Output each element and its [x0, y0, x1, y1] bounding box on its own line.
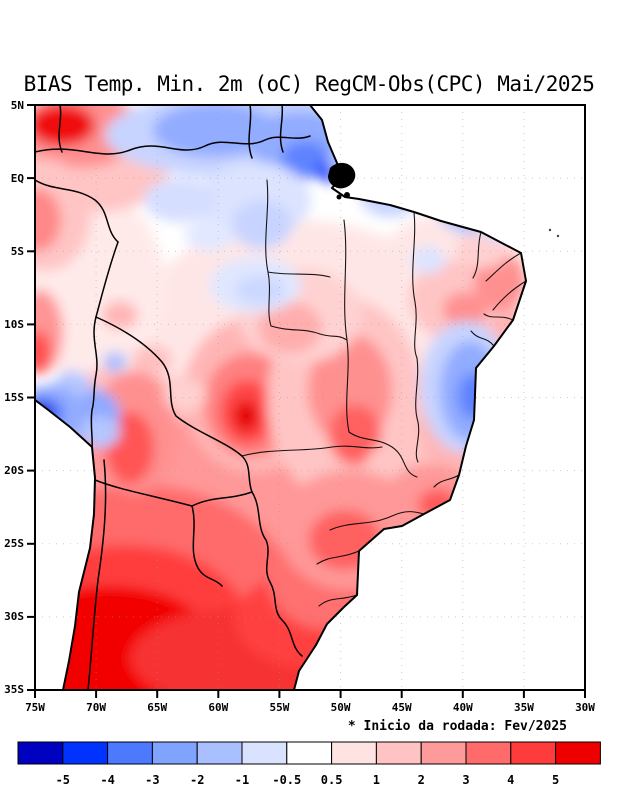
political-borders [36, 106, 311, 689]
run-start-annotation: * Inicio da rodada: Fev/2025 [348, 719, 567, 734]
y-axis-tick-label: 25S [4, 537, 24, 550]
colorbar-tick-label: -4 [100, 773, 114, 787]
colorbar-tick-label: 4 [507, 773, 514, 787]
x-axis-tick-label: 55W [269, 701, 289, 714]
axis-ticks [27, 104, 586, 698]
map-figure: 5N EQ 5S 10S 15S 20S 25S 30S 35S 75W 70W… [4, 100, 601, 787]
x-axis-tick-label: 50W [331, 701, 351, 714]
coastline [36, 106, 527, 689]
colorbar-segment [151, 741, 198, 765]
x-axis-labels: 75W 70W 65W 60W 55W 50W 45W 40W 35W 30W [25, 701, 595, 714]
colorbar-tick-label: -0.5 [272, 773, 301, 787]
colorbar: -5 -4 -3 -2 -1 -0.5 0.5 1 2 3 4 5 [17, 741, 601, 787]
colorbar-tick-label: -1 [235, 773, 249, 787]
colorbar-segment [420, 741, 467, 765]
colorbar-tick-label: 0.5 [321, 773, 343, 787]
colorbar-tick-label: 2 [418, 773, 425, 787]
colorbar-segment [375, 741, 422, 765]
colorbar-segment [510, 741, 557, 765]
y-axis-tick-label: EQ [11, 172, 25, 185]
colorbar-labels: -5 -4 -3 -2 -1 -0.5 0.5 1 2 3 4 5 [56, 773, 560, 787]
colorbar-segment [331, 741, 377, 765]
colorbar-tick-label: -3 [145, 773, 159, 787]
colorbar-segment [196, 741, 243, 765]
state-borders [241, 179, 527, 607]
chart-title: BIAS Temp. Min. 2m (oC) RegCM-Obs(CPC) M… [23, 72, 595, 96]
x-axis-tick-label: 45W [392, 701, 412, 714]
colorbar-segment [62, 741, 109, 765]
x-axis-tick-label: 35W [514, 701, 534, 714]
y-axis-tick-label: 10S [4, 318, 24, 331]
colorbar-tick-label: 3 [462, 773, 469, 787]
colorbar-segment [286, 741, 333, 765]
colorbar-tick-label: 1 [373, 773, 380, 787]
colorbar-segment [555, 741, 601, 765]
x-axis-tick-label: 70W [86, 701, 106, 714]
y-axis-tick-label: 35S [4, 683, 24, 696]
colorbar-segment [465, 741, 512, 765]
x-axis-tick-label: 65W [147, 701, 167, 714]
colorbar-tick-label: -2 [190, 773, 204, 787]
y-axis-labels: 5N EQ 5S 10S 15S 20S 25S 30S 35S [4, 100, 24, 696]
x-axis-tick-label: 75W [25, 701, 45, 714]
colorbar-tick-label: -5 [56, 773, 70, 787]
y-axis-tick-label: 20S [4, 464, 24, 477]
map-frame [34, 104, 586, 691]
gridlines [36, 106, 584, 689]
ocean-specks [548, 228, 560, 238]
x-axis-tick-label: 60W [208, 701, 228, 714]
y-axis-tick-label: 5N [11, 100, 24, 112]
colorbar-segment [17, 741, 64, 765]
x-axis-tick-label: 40W [453, 701, 473, 714]
colorbar-tick-label: 5 [552, 773, 559, 787]
y-axis-tick-label: 5S [11, 245, 24, 258]
colorbar-segment [107, 741, 153, 765]
y-axis-tick-label: 30S [4, 610, 24, 623]
x-axis-tick-label: 30W [575, 701, 595, 714]
y-axis-tick-label: 15S [4, 391, 24, 404]
colorbar-segment [241, 741, 288, 765]
amazon-delta [328, 162, 356, 200]
